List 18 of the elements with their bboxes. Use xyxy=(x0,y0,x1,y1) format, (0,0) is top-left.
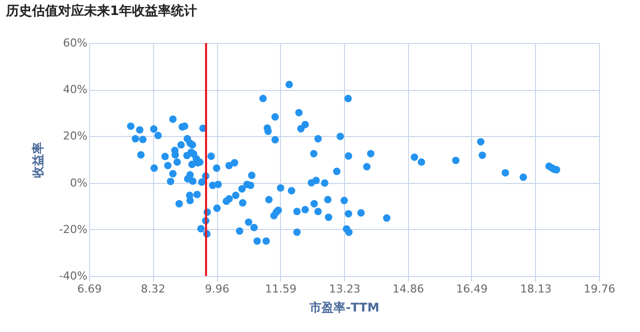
x-tick-label: 6.69 xyxy=(77,282,102,296)
x-tick-label: 18.13 xyxy=(520,282,552,296)
y-tick-label: 0% xyxy=(70,176,88,190)
x-tick-label: 8.32 xyxy=(140,282,166,296)
x-tick-label: 11.59 xyxy=(264,282,296,296)
y-tick-label: -20% xyxy=(59,222,88,236)
y-axis-title: 收益率 xyxy=(31,142,46,178)
y-tick-label: 20% xyxy=(63,130,88,143)
x-tick-label: 13.23 xyxy=(328,282,360,296)
x-tick-label: 14.86 xyxy=(392,282,424,296)
y-tick-label: 40% xyxy=(63,83,88,96)
x-tick-label: 16.49 xyxy=(456,282,488,296)
x-tick-label: 9.96 xyxy=(204,282,230,296)
y-tick-label: 60% xyxy=(63,36,88,50)
y-tick-label: -40% xyxy=(59,270,88,282)
chart-title: 历史估值对应未来1年收益率统计 xyxy=(6,2,198,20)
x-tick-label: 19.76 xyxy=(584,282,616,296)
x-axis-title: 市盈率-TTM xyxy=(308,300,380,314)
